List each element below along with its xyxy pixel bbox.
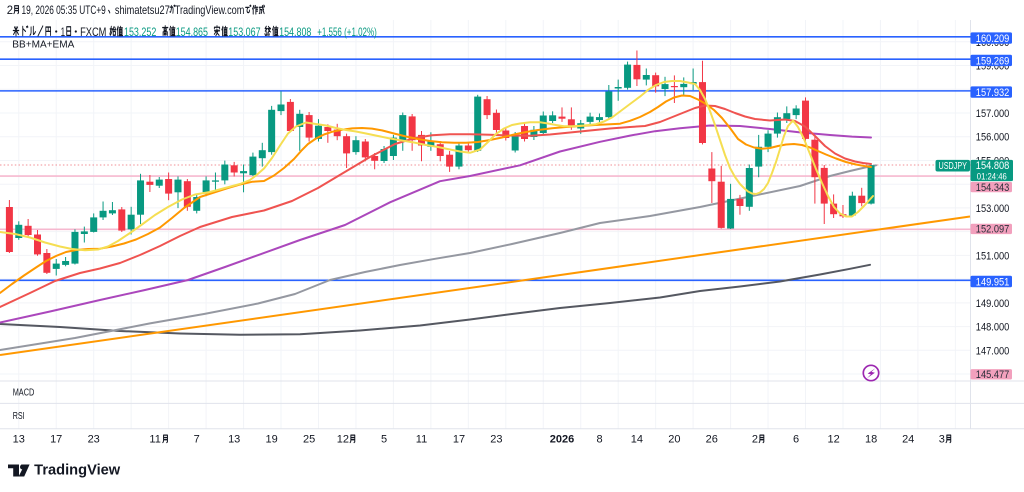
svg-text:13: 13 bbox=[228, 434, 240, 446]
svg-text:159.269: 159.269 bbox=[976, 55, 1010, 67]
svg-text:11: 11 bbox=[149, 434, 160, 446]
svg-text:6: 6 bbox=[793, 434, 799, 446]
svg-text:154.808: 154.808 bbox=[976, 160, 1010, 172]
svg-text:+1.556 (+1.02%): +1.556 (+1.02%) bbox=[317, 25, 377, 39]
svg-text:154.343: 154.343 bbox=[976, 182, 1010, 194]
svg-text:11: 11 bbox=[416, 434, 427, 446]
svg-text:149.000: 149.000 bbox=[976, 298, 1010, 310]
svg-text:14: 14 bbox=[631, 434, 643, 446]
svg-text:TradingView: TradingView bbox=[34, 463, 121, 479]
svg-text:17: 17 bbox=[50, 434, 62, 446]
svg-text:5: 5 bbox=[381, 434, 387, 446]
svg-text:RSI: RSI bbox=[13, 411, 25, 422]
svg-text:160.209: 160.209 bbox=[976, 33, 1010, 45]
svg-text:25: 25 bbox=[303, 434, 315, 446]
svg-text:TradingView.com: TradingView.com bbox=[175, 3, 245, 17]
svg-text:23: 23 bbox=[88, 434, 100, 446]
svg-text:3: 3 bbox=[939, 434, 945, 446]
svg-text:FXCM: FXCM bbox=[80, 25, 106, 39]
svg-text:154.808: 154.808 bbox=[279, 25, 312, 39]
svg-text:156.000: 156.000 bbox=[976, 132, 1010, 144]
svg-text:157.000: 157.000 bbox=[976, 108, 1010, 120]
svg-text:13: 13 bbox=[13, 434, 25, 446]
svg-text:20: 20 bbox=[668, 434, 680, 446]
svg-text:8: 8 bbox=[596, 434, 602, 446]
svg-text:145.477: 145.477 bbox=[976, 369, 1010, 381]
svg-text:148.000: 148.000 bbox=[976, 322, 1010, 334]
svg-text:2026: 2026 bbox=[550, 434, 574, 446]
svg-text:18: 18 bbox=[865, 434, 877, 446]
svg-text:19, 2026 05:35 UTC+9: 19, 2026 05:35 UTC+9 bbox=[22, 3, 107, 17]
svg-text:12: 12 bbox=[337, 434, 349, 446]
svg-text:shimatetsu27: shimatetsu27 bbox=[115, 3, 170, 17]
svg-text:153.252: 153.252 bbox=[124, 25, 157, 39]
svg-text:26: 26 bbox=[706, 434, 718, 446]
svg-text:2: 2 bbox=[7, 3, 14, 17]
svg-text:154.865: 154.865 bbox=[176, 25, 209, 39]
svg-text:MACD: MACD bbox=[13, 388, 35, 399]
svg-text:19: 19 bbox=[265, 434, 277, 446]
svg-text:7: 7 bbox=[194, 434, 200, 446]
svg-text:12: 12 bbox=[827, 434, 839, 446]
svg-text:USDJPY: USDJPY bbox=[939, 161, 968, 172]
svg-text:147.000: 147.000 bbox=[976, 345, 1010, 357]
svg-text:BB+MA+EMA: BB+MA+EMA bbox=[12, 38, 74, 50]
svg-text:157.932: 157.932 bbox=[976, 87, 1010, 99]
svg-text:152.097: 152.097 bbox=[976, 224, 1010, 236]
svg-text:149.951: 149.951 bbox=[976, 276, 1010, 288]
svg-text:153.000: 153.000 bbox=[976, 203, 1010, 215]
svg-text:151.000: 151.000 bbox=[976, 250, 1010, 262]
svg-text:24: 24 bbox=[902, 434, 914, 446]
svg-text:153.067: 153.067 bbox=[228, 25, 261, 39]
svg-text:17: 17 bbox=[453, 434, 465, 446]
svg-text:2: 2 bbox=[752, 434, 758, 446]
svg-text:23: 23 bbox=[490, 434, 502, 446]
svg-text:1: 1 bbox=[61, 25, 66, 39]
svg-text:01:24:46: 01:24:46 bbox=[977, 171, 1007, 182]
